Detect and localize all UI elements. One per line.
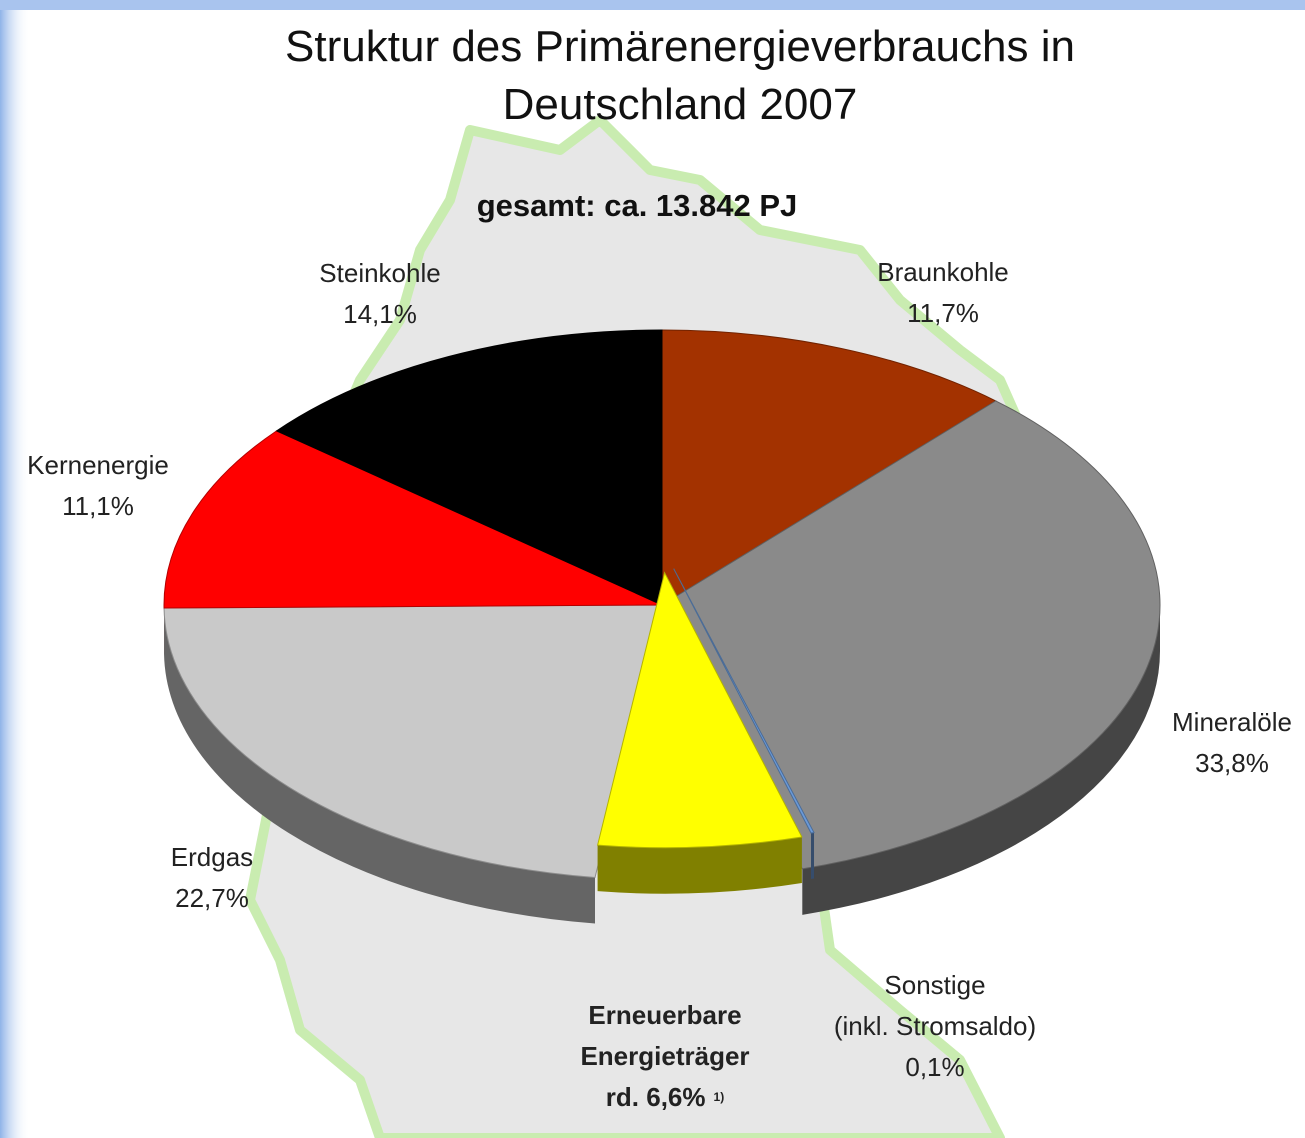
slice-label: Erdgas 22,7% [171, 837, 253, 919]
value-label: rd. 6,6% 1) [580, 1077, 749, 1118]
value-text: 22,7% [175, 883, 249, 913]
value-label: 0,1% [834, 1047, 1036, 1088]
slice-label: Braunkohle 11,7% [877, 252, 1009, 334]
value-label: 33,8% [1172, 743, 1292, 784]
value-text: 11,7% [907, 298, 979, 328]
slice [661, 400, 1161, 870]
top-edge [0, 0, 1305, 10]
value-text: rd. 6,6% [605, 1082, 706, 1112]
slice-label: Sonstige (inkl. Stromsaldo) 0,1% [834, 965, 1036, 1088]
category-label: Sonstige (inkl. Stromsaldo) [833, 970, 1037, 1041]
slice-label: Erneuerbare Energieträger rd. 6,6% 1) [580, 995, 749, 1118]
slice [673, 568, 815, 834]
slice-side [802, 605, 1160, 915]
slice-side [597, 837, 802, 894]
category-label: Mineralöle [1172, 707, 1292, 737]
value-label: 11,1% [27, 486, 169, 527]
slice-label: Kernenergie 11,1% [27, 445, 169, 527]
slice [275, 329, 663, 606]
edge-glow [0, 0, 30, 1138]
slice-label: Steinkohle 14,1% [319, 253, 440, 335]
chart-subtitle: gesamt: ca. 13.842 PJ [476, 188, 798, 223]
pie [163, 329, 1161, 924]
value-text: 11,1% [62, 491, 134, 521]
footnote-marker: 1) [713, 1090, 725, 1104]
category-label: Kernenergie [27, 450, 169, 480]
value-label: 14,1% [319, 294, 440, 335]
value-text: 33,8% [1195, 748, 1269, 778]
chart-title: Struktur des Primärenergieverbrauchs in … [285, 22, 1075, 129]
value-label: 22,7% [171, 878, 253, 919]
slice-label: Mineralöle 33,8% [1172, 702, 1292, 784]
category-label: Erneuerbare Energieträger [580, 1000, 750, 1071]
slice-side [811, 832, 815, 880]
slice-side [164, 608, 595, 924]
category-label: Steinkohle [319, 258, 441, 288]
slice [163, 430, 663, 609]
slice [661, 329, 997, 606]
value-label: 11,7% [877, 293, 1009, 334]
category-label: Erdgas [170, 842, 254, 872]
value-text: 14,1% [343, 299, 417, 329]
category-label: Braunkohle [877, 257, 1009, 287]
slice [163, 604, 663, 879]
slice [596, 571, 803, 849]
value-text: 0,1% [905, 1052, 965, 1082]
